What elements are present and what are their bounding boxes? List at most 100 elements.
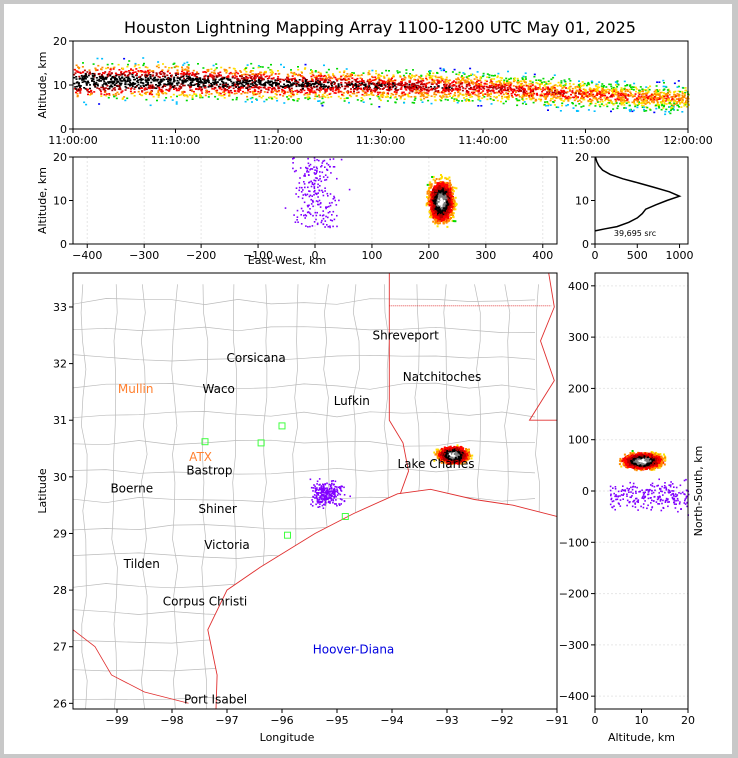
source-point: [473, 78, 476, 80]
source-point: [275, 93, 278, 96]
source-point: [227, 90, 230, 92]
source-point: [603, 89, 605, 91]
source-point: [89, 84, 91, 86]
source-point: [127, 83, 130, 86]
source-point: [509, 77, 512, 80]
source-point: [301, 83, 304, 86]
source-point: [157, 64, 160, 66]
source-point: [119, 79, 122, 81]
source-point: [572, 83, 575, 85]
source-point: [651, 99, 654, 102]
source-point: [681, 92, 684, 95]
source-point: [501, 91, 504, 94]
source-point: [214, 68, 217, 71]
source-point: [301, 75, 304, 77]
source-point: [214, 81, 217, 83]
source-point: [552, 101, 555, 103]
source-point: [455, 97, 458, 100]
source-point: [296, 89, 299, 92]
source-point: [592, 89, 595, 92]
source-point: [496, 96, 498, 98]
source-point: [626, 84, 628, 87]
source-point: [507, 92, 510, 95]
source-point: [295, 169, 297, 172]
source-point: [461, 76, 464, 79]
source-point: [270, 73, 273, 76]
source-point: [638, 92, 641, 94]
source-point: [558, 92, 561, 94]
source-point: [203, 78, 205, 81]
source-point: [332, 81, 335, 83]
source-point: [318, 91, 321, 93]
source-point: [77, 67, 80, 70]
source-point: [347, 75, 350, 77]
source-point: [161, 86, 164, 89]
source-point: [362, 80, 365, 83]
source-point: [477, 79, 480, 82]
source-point: [157, 81, 160, 84]
source-point: [378, 77, 381, 79]
source-point: [220, 77, 223, 80]
source-point: [310, 87, 313, 89]
source-point: [385, 89, 388, 91]
source-point: [108, 71, 111, 73]
source-point: [134, 86, 137, 88]
source-point: [313, 221, 316, 223]
source-point: [338, 77, 341, 80]
source-point: [176, 71, 179, 74]
source-point: [81, 66, 84, 68]
source-point: [79, 85, 82, 87]
source-point: [153, 76, 156, 79]
source-point: [165, 88, 168, 91]
source-point: [121, 67, 124, 70]
source-point: [656, 103, 659, 105]
source-point: [437, 90, 440, 92]
source-point: [184, 79, 187, 81]
source-point: [507, 81, 510, 83]
source-point: [306, 167, 309, 170]
source-point: [489, 90, 492, 92]
source-point: [469, 93, 472, 96]
source-point: [279, 93, 282, 96]
source-point: [452, 95, 455, 98]
source-point: [158, 76, 161, 79]
source-point: [271, 82, 274, 85]
source-point: [434, 179, 437, 182]
source-point: [680, 106, 683, 108]
source-point: [164, 85, 167, 87]
source-point: [313, 157, 316, 159]
source-point: [328, 202, 331, 204]
source-point: [665, 97, 668, 100]
source-point: [324, 91, 327, 93]
source-point: [334, 76, 337, 79]
source-point: [222, 84, 225, 86]
source-point: [85, 84, 88, 86]
source-point: [199, 95, 202, 98]
source-point: [83, 87, 86, 89]
source-point: [610, 85, 613, 88]
source-point: [632, 89, 635, 91]
source-point: [157, 94, 160, 96]
source-point: [578, 88, 581, 91]
source-point: [380, 83, 383, 86]
source-point: [642, 98, 645, 101]
source-point: [631, 96, 634, 98]
source-point: [292, 72, 295, 75]
source-point: [317, 196, 319, 198]
source-point: [338, 199, 340, 202]
source-point: [315, 78, 318, 81]
source-point: [569, 96, 572, 99]
source-point: [301, 80, 304, 82]
source-point: [547, 109, 549, 111]
source-point: [540, 98, 543, 101]
source-point: [523, 90, 525, 92]
source-point: [220, 88, 223, 91]
source-point: [590, 101, 593, 103]
source-point: [417, 92, 420, 95]
source-point: [75, 78, 78, 80]
source-point: [315, 177, 317, 179]
source-point: [606, 88, 609, 91]
source-point: [442, 68, 445, 70]
source-point: [337, 78, 340, 80]
source-point: [329, 211, 331, 213]
